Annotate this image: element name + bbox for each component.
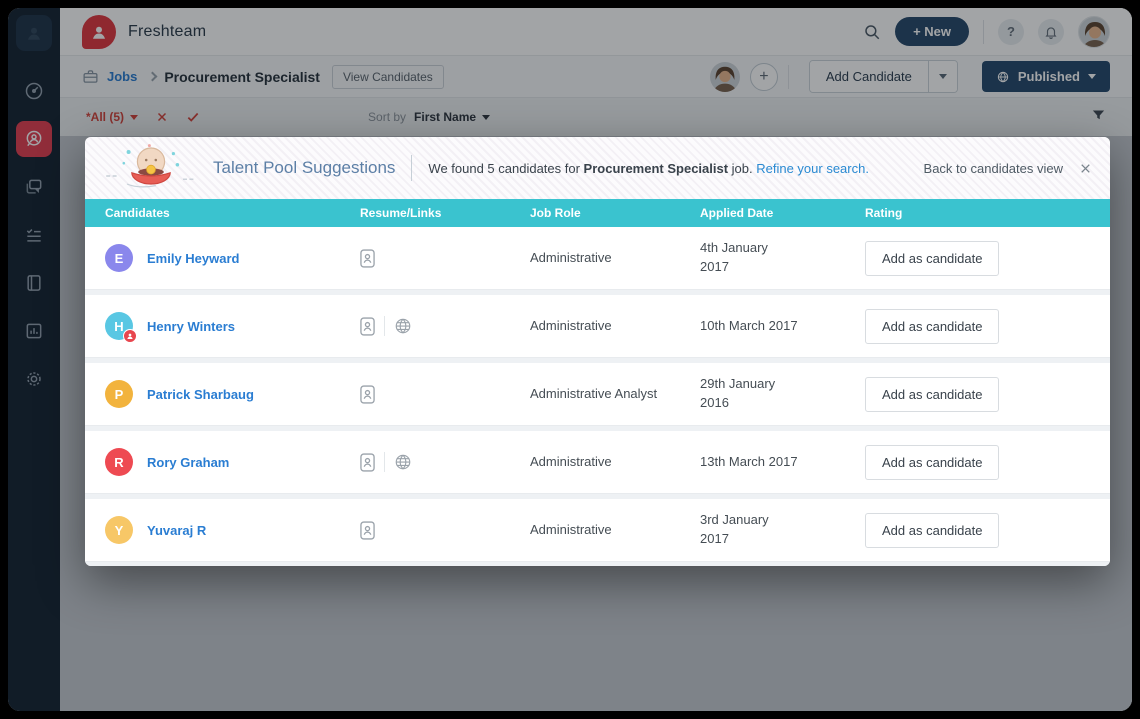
applied-date: 3rd January 2017 bbox=[700, 512, 769, 546]
candidate-avatar: R bbox=[105, 448, 133, 476]
job-role: Administrative bbox=[530, 249, 612, 265]
oyster-pearl-illustration bbox=[103, 142, 199, 194]
table-row: P Patrick Sharbaug Administrative Analys… bbox=[85, 363, 1110, 425]
hiring-manager-avatar[interactable] bbox=[709, 61, 740, 92]
topbar: Freshteam + New ? bbox=[60, 8, 1132, 56]
add-as-candidate-button[interactable]: Add as candidate bbox=[865, 240, 1000, 276]
help-icon[interactable]: ? bbox=[998, 18, 1024, 45]
add-candidate-split-button: Add Candidate bbox=[808, 60, 958, 93]
sidebar-logo-icon bbox=[16, 15, 52, 51]
employee-badge-icon bbox=[123, 329, 137, 343]
applied-date: 10th March 2017 bbox=[700, 317, 798, 333]
page-title: Procurement Specialist bbox=[164, 68, 320, 85]
candidate-avatar: H bbox=[105, 312, 133, 340]
refine-search-link[interactable]: Refine your search. bbox=[756, 160, 869, 176]
clear-filter-x-icon[interactable] bbox=[156, 111, 168, 123]
notifications-bell-icon[interactable] bbox=[1038, 18, 1064, 45]
table-header-row: Candidates Resume/Links Job Role Applied… bbox=[85, 199, 1110, 227]
add-candidate-button[interactable]: Add Candidate bbox=[809, 61, 928, 92]
resume-icon[interactable] bbox=[360, 316, 375, 336]
table-body: E Emily Heyward Administrative 4th Janua… bbox=[85, 227, 1110, 566]
job-role: Administrative bbox=[530, 521, 612, 537]
sidebar-item-reports[interactable] bbox=[16, 313, 52, 349]
candidate-avatar: Y bbox=[105, 516, 133, 544]
talent-pool-panel: Talent Pool Suggestions We found 5 candi… bbox=[85, 137, 1110, 566]
back-to-candidates-link[interactable]: Back to candidates view bbox=[923, 160, 1063, 176]
add-as-candidate-button[interactable]: Add as candidate bbox=[865, 376, 1000, 412]
candidate-name-link[interactable]: Henry Winters bbox=[147, 318, 236, 334]
links-divider bbox=[384, 452, 385, 472]
filter-funnel-icon[interactable] bbox=[1091, 108, 1106, 126]
panel-banner: Talent Pool Suggestions We found 5 candi… bbox=[85, 137, 1110, 199]
column-header-rating: Rating bbox=[865, 206, 903, 220]
add-candidate-caret-icon[interactable] bbox=[927, 61, 957, 92]
sidebar-item-conversations[interactable] bbox=[16, 169, 52, 205]
column-header-applied-date: Applied Date bbox=[700, 206, 774, 220]
add-as-candidate-button[interactable]: Add as candidate bbox=[865, 512, 1000, 548]
table-row: Y Yuvaraj R Administrative 3rd January 2… bbox=[85, 499, 1110, 561]
sidebar-item-candidates[interactable] bbox=[16, 121, 52, 157]
publish-globe-icon bbox=[997, 71, 1009, 82]
sidebar-item-directory[interactable] bbox=[16, 265, 52, 301]
candidate-name-link[interactable]: Yuvaraj R bbox=[147, 522, 207, 538]
applied-date: 29th January 2016 bbox=[700, 376, 776, 410]
sort-dropdown[interactable]: First Name bbox=[414, 110, 491, 124]
published-status-button[interactable]: Published bbox=[981, 61, 1110, 92]
sidebar-item-dashboard[interactable] bbox=[16, 73, 52, 109]
candidate-avatar: P bbox=[105, 380, 133, 408]
title-divider bbox=[411, 155, 413, 181]
website-globe-icon[interactable] bbox=[394, 453, 412, 471]
add-as-candidate-button[interactable]: Add as candidate bbox=[865, 444, 1000, 480]
sidebar-item-tasks[interactable] bbox=[16, 217, 52, 253]
brand-name: Freshteam bbox=[128, 22, 207, 40]
breadcrumb-jobs-link[interactable]: Jobs bbox=[107, 69, 138, 84]
filter-all-dropdown[interactable]: *All (5) bbox=[86, 110, 139, 124]
table-row: R Rory Graham Administrative 13th March … bbox=[85, 431, 1110, 493]
panel-message: We found 5 candidates for Procurement Sp… bbox=[428, 160, 869, 176]
app-window: Freshteam + New ? Jobs bbox=[8, 8, 1132, 711]
job-role: Administrative Analyst bbox=[530, 385, 658, 401]
panel-title: Talent Pool Suggestions bbox=[213, 158, 396, 177]
job-role: Administrative bbox=[530, 453, 612, 469]
column-header-resume-links: Resume/Links bbox=[360, 206, 442, 220]
job-role: Administrative bbox=[530, 317, 612, 333]
close-panel-icon[interactable] bbox=[1079, 162, 1092, 175]
table-row: E Emily Heyward Administrative 4th Janua… bbox=[85, 227, 1110, 289]
sidebar-item-settings[interactable] bbox=[16, 361, 52, 397]
freshteam-logo-icon bbox=[82, 14, 116, 49]
user-avatar[interactable] bbox=[1078, 15, 1110, 48]
new-button[interactable]: + New bbox=[895, 17, 969, 46]
apply-filter-check-icon[interactable] bbox=[186, 110, 200, 124]
applied-date: 4th January 2017 bbox=[700, 240, 768, 274]
applied-date: 13th March 2017 bbox=[700, 453, 798, 469]
table-row: H Henry Winters Administrative 10th Marc… bbox=[85, 295, 1110, 357]
add-as-candidate-button[interactable]: Add as candidate bbox=[865, 308, 1000, 344]
view-candidates-button[interactable]: View Candidates bbox=[331, 64, 444, 89]
candidate-name-link[interactable]: Rory Graham bbox=[147, 454, 230, 470]
column-header-candidates: Candidates bbox=[105, 206, 170, 220]
website-globe-icon[interactable] bbox=[394, 317, 412, 335]
sidebar bbox=[8, 8, 60, 711]
candidate-avatar: E bbox=[105, 244, 133, 272]
topbar-divider bbox=[983, 19, 984, 44]
candidate-name-link[interactable]: Emily Heyward bbox=[147, 250, 240, 266]
sort-by-label: Sort by bbox=[368, 110, 407, 124]
resume-icon[interactable] bbox=[360, 520, 375, 540]
resume-icon[interactable] bbox=[360, 248, 375, 268]
resume-icon[interactable] bbox=[360, 384, 375, 404]
filter-bar: *All (5) Sort by First Name bbox=[60, 98, 1132, 136]
column-header-job-role: Job Role bbox=[530, 206, 581, 220]
actions-divider bbox=[787, 64, 789, 89]
search-icon[interactable] bbox=[863, 23, 881, 41]
candidate-name-link[interactable]: Patrick Sharbaug bbox=[147, 386, 254, 402]
add-collaborator-button[interactable]: + bbox=[749, 62, 778, 91]
breadcrumb-bar: Jobs Procurement Specialist View Candida… bbox=[60, 56, 1132, 98]
briefcase-icon bbox=[82, 68, 99, 85]
resume-icon[interactable] bbox=[360, 452, 375, 472]
links-divider bbox=[384, 316, 385, 336]
